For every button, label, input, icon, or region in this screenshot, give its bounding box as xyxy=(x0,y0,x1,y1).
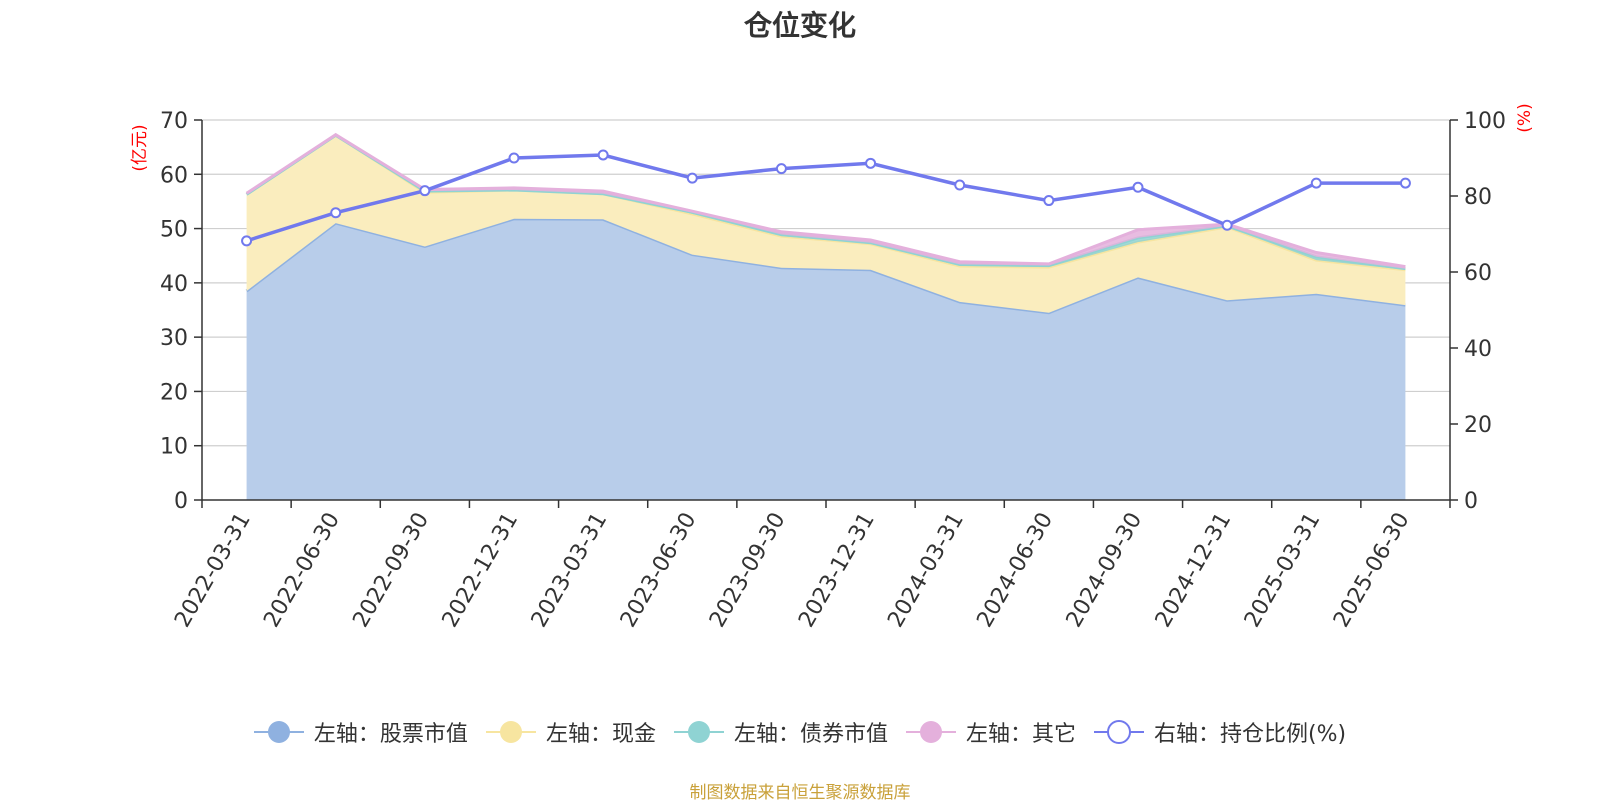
right-tick-label: 40 xyxy=(1464,337,1492,362)
ratio-point xyxy=(330,207,342,219)
right-axis-unit: (%) xyxy=(1515,103,1535,132)
source-note: 制图数据来自恒生聚源数据库 xyxy=(689,783,911,803)
ratio-point xyxy=(1310,177,1322,189)
ratio-point xyxy=(597,149,609,161)
ratio-point xyxy=(419,185,431,197)
x-tick-label: 2024-09-30 xyxy=(1062,509,1148,632)
ratio-point xyxy=(1221,219,1233,231)
x-tick-label: 2022-06-30 xyxy=(259,509,345,632)
ratio-point xyxy=(865,157,877,169)
x-tick-label: 2022-09-30 xyxy=(348,509,434,632)
left-tick-label: 0 xyxy=(174,489,188,514)
ratio-point xyxy=(1399,177,1411,189)
left-tick-label: 30 xyxy=(160,326,188,351)
area-stock xyxy=(246,218,1406,501)
right-tick-label: 100 xyxy=(1464,109,1506,134)
x-tick-label: 2023-03-31 xyxy=(527,509,613,632)
chart-title: 仓位变化 xyxy=(743,9,856,42)
ratio-point xyxy=(954,179,966,191)
x-tick-label: 2023-06-30 xyxy=(616,509,702,632)
legend-cash-symbol-icon xyxy=(485,717,536,747)
legend-ratio-symbol-icon xyxy=(1093,717,1144,747)
area-cash xyxy=(246,135,1406,313)
right-tick-label: 0 xyxy=(1464,489,1478,514)
ratio-point xyxy=(1043,195,1055,207)
left-tick-label: 60 xyxy=(160,163,188,188)
legend-item-stock[interactable]: 左轴：股票市值 xyxy=(253,716,468,748)
legend-item-bond[interactable]: 左轴：债券市值 xyxy=(673,716,888,748)
x-tick-label: 2024-03-31 xyxy=(883,509,969,632)
left-tick-label: 40 xyxy=(160,272,188,297)
right-tick-label: 80 xyxy=(1464,185,1492,210)
right-tick-label: 20 xyxy=(1464,413,1492,438)
stacked-areas xyxy=(245,132,1406,501)
left-tick-label: 70 xyxy=(160,109,188,134)
x-tick-label: 2023-12-31 xyxy=(794,509,880,632)
left-axis-unit: (亿元) xyxy=(130,124,150,171)
legend-label: 左轴：其它 xyxy=(965,722,1076,747)
ratio-point xyxy=(775,163,787,175)
left-tick-label: 50 xyxy=(160,218,188,243)
x-tick-label: 2024-12-31 xyxy=(1151,509,1237,632)
legend-label: 左轴：股票市值 xyxy=(313,722,468,747)
legend-item-ratio[interactable]: 右轴：持仓比例(%) xyxy=(1093,716,1347,748)
right-tick-label: 60 xyxy=(1464,261,1492,286)
ratio-point xyxy=(508,152,520,164)
left-tick-label: 20 xyxy=(160,380,188,405)
x-tick-label: 2024-06-30 xyxy=(972,509,1058,632)
ratio-point xyxy=(241,235,253,247)
ratio-line xyxy=(246,153,1406,243)
legend-label: 左轴：债券市值 xyxy=(733,722,888,747)
x-tick-label: 2025-03-31 xyxy=(1240,509,1326,632)
left-tick-label: 10 xyxy=(160,435,188,460)
axes xyxy=(194,119,1458,508)
legend-item-cash[interactable]: 左轴：现金 xyxy=(485,716,656,748)
x-tick-label: 2022-03-31 xyxy=(170,509,256,632)
area-edge-other xyxy=(245,132,1406,269)
legend-label: 右轴：持仓比例(%) xyxy=(1153,722,1347,747)
area-edge-bond xyxy=(245,133,1406,271)
x-tick-label: 2022-12-31 xyxy=(438,509,524,632)
legend: 左轴：股票市值 左轴：现金 左轴：债券市值 左轴：其它 右轴：持仓比例(%) xyxy=(0,716,1600,748)
legend-other-symbol-icon xyxy=(905,717,956,747)
ratio-point xyxy=(686,172,698,184)
legend-label: 左轴：现金 xyxy=(545,722,656,747)
legend-bond-symbol-icon xyxy=(673,717,724,747)
ratio-point xyxy=(1132,181,1144,193)
x-tick-label: 2025-06-30 xyxy=(1329,509,1415,632)
ratio-line-layer xyxy=(241,149,1411,247)
legend-item-other[interactable]: 左轴：其它 xyxy=(905,716,1076,748)
legend-stock-symbol-icon xyxy=(253,717,304,747)
x-tick-label: 2023-09-30 xyxy=(705,509,791,632)
